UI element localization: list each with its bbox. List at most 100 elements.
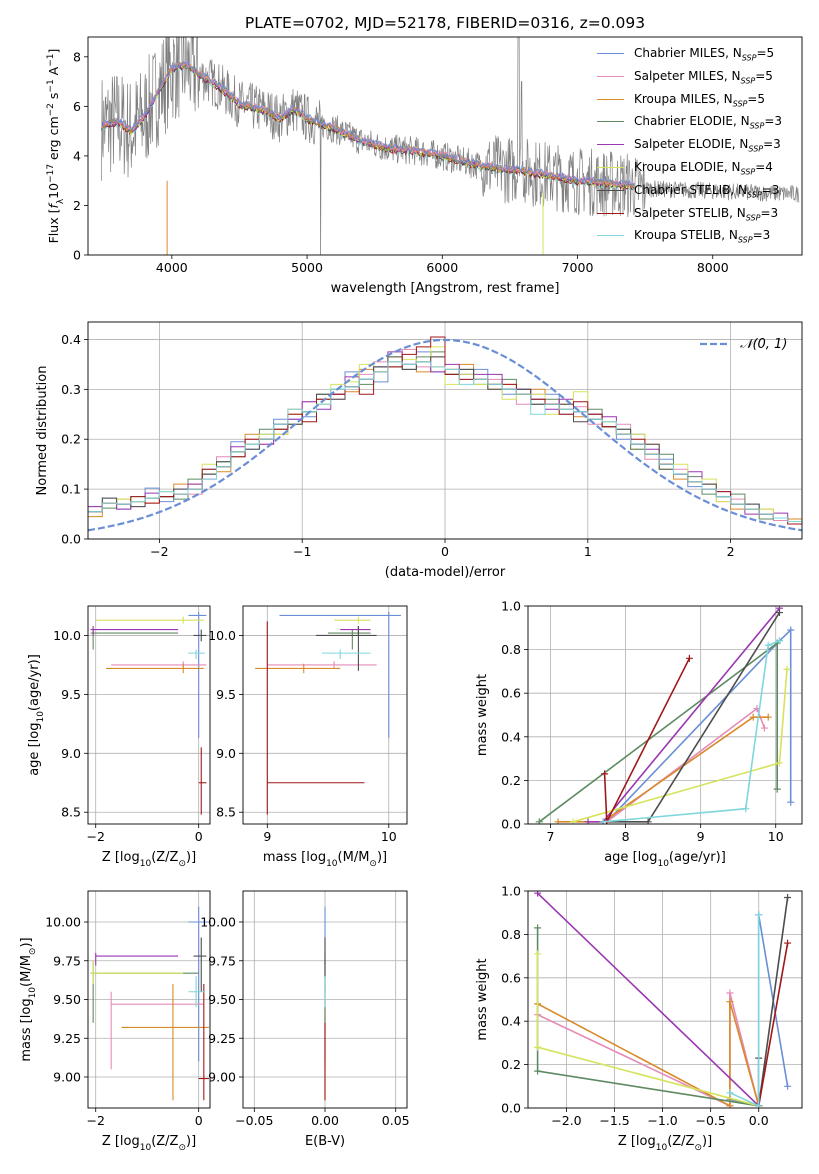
legend-label-subscript: SSP (741, 53, 757, 63)
legend-swatch (597, 167, 624, 168)
x-tick-label: 7000 (562, 260, 594, 275)
axes-frame (527, 605, 803, 825)
weight-marker (535, 818, 543, 824)
y-tick-label: 9.5 (61, 687, 81, 702)
axes-frame (87, 605, 211, 825)
x-tick-label: −1.5 (599, 1113, 629, 1128)
y-tick-label: 10.00 (45, 915, 81, 930)
weight-marker (644, 818, 652, 824)
weight-line-kroupa_miles (558, 716, 769, 823)
y-tick-label: 9.0 (216, 746, 236, 761)
x-tick-label: 8000 (697, 260, 729, 275)
legend-label-count: =3 (752, 228, 771, 243)
y-tick-label: 9.50 (53, 992, 81, 1007)
legend-label-subscript: SSP (749, 121, 765, 131)
weight-marker (599, 818, 607, 824)
y-tick-label: 0.0 (61, 532, 81, 547)
weight-marker (726, 989, 734, 997)
weight-marker (764, 641, 772, 649)
y-tick-label: 10.0 (208, 628, 236, 643)
legend-entry: Kroupa MILES, NSSP=5 (597, 92, 765, 108)
y-tick-label: 0.4 (501, 729, 521, 744)
y-tick-label: 8 (73, 49, 81, 64)
normal-distribution-curve (88, 338, 802, 532)
mass_vs_Z-panel: −2 0 9.00 9.25 9.50 9.75 10.00 Z [log10(Z/Z⊙)] m… (19, 890, 211, 1153)
x-tick-label: −1 (293, 544, 311, 559)
weight-line-chabrier_elodie (538, 641, 778, 823)
y-tick-label: 0.2 (61, 432, 81, 447)
x-tick-label: 9 (263, 829, 271, 844)
x-tick-label: 10 (768, 829, 784, 844)
legend-label: Salpeter MILES, N (634, 68, 741, 83)
legend-swatch (597, 53, 624, 54)
legend-entry: Salpeter MILES, NSSP=5 (597, 69, 773, 85)
weight-line-kroupa_stelib (603, 640, 780, 823)
legend-entry: Kroupa ELODIE, NSSP=4 (597, 160, 773, 176)
axes-frame (87, 36, 803, 256)
x-tick-label: 0 (441, 544, 449, 559)
axes-frame (87, 890, 211, 1109)
y-tick-label: 0.2 (501, 1057, 521, 1072)
weight-marker (584, 818, 592, 824)
y-axis-label: age [log10(age/yr)] (27, 654, 46, 776)
legend-label: Chabrier STELIB, N (634, 182, 747, 197)
x-tick-label: 0.00 (311, 1113, 339, 1128)
legend-label-subscript: SSP (745, 212, 761, 222)
y-tick-label: 9.75 (208, 953, 236, 968)
observed-spectrum (101, 37, 800, 255)
x-tick-label: 2 (727, 544, 735, 559)
legend-entry: Chabrier STELIB, NSSP=3 (597, 183, 779, 199)
y-tick-label: 0.6 (501, 686, 521, 701)
legend-label: Chabrier ELODIE, N (634, 114, 750, 129)
weight-marker (726, 1089, 734, 1097)
weight-marker (783, 665, 791, 673)
weight-marker (755, 1102, 763, 1108)
legend-swatch (597, 98, 624, 100)
weight-line-salpeter_stelib (757, 942, 789, 1106)
legend-entry: Salpeter ELODIE, NSSP=3 (597, 137, 781, 154)
x-tick-label: 8 (622, 829, 630, 844)
legend-entry: Chabrier MILES, NSSP=5 (597, 46, 774, 62)
legend-entry: Chabrier ELODIE, NSSP=3 (597, 114, 782, 131)
weight-marker (787, 626, 795, 634)
legend-label: Salpeter STELIB, N (634, 205, 746, 220)
y-tick-label: 2 (73, 198, 81, 213)
x-tick-label: −0.05 (235, 1113, 273, 1128)
weight-marker (726, 998, 734, 1006)
x-axis-label: Z [log10(Z/Z⊙)] (102, 1134, 196, 1153)
weight-marker (534, 891, 542, 897)
x-axis-label: E(B-V) (305, 1134, 345, 1149)
weight-marker (749, 713, 757, 721)
legend-swatch (597, 144, 624, 146)
y-tick-label: 0.6 (501, 970, 521, 985)
model-spectrum-kroupa_miles (101, 62, 635, 188)
residual-histogram-kroupa_stelib (88, 361, 802, 539)
axes-frame (87, 321, 803, 540)
mass_vs_Z-plot-area (90, 906, 210, 1101)
y-tick-label: 9.50 (208, 992, 236, 1007)
legend-entry: Salpeter STELIB, NSSP=3 (597, 206, 778, 222)
x-tick-label: 6000 (426, 260, 458, 275)
weight_vs_Z-plot-area (534, 891, 792, 1108)
legend-swatch (597, 212, 624, 214)
legend-entry: Kroupa STELIB, NSSP=3 (597, 228, 771, 245)
y-tick-label: 9.00 (208, 1070, 236, 1085)
model-spectrum-salpeter_miles (101, 59, 635, 187)
weight-marker (784, 894, 792, 902)
y-tick-label: 0.4 (61, 332, 81, 347)
legend-label-subscript: SSP (748, 144, 764, 154)
y-tick-label: 6 (73, 99, 81, 114)
weight-line-salpeter_elodie (537, 892, 760, 1107)
x-tick-label: −2 (87, 829, 105, 844)
x-tick-label: −2.0 (551, 1113, 581, 1128)
y-tick-label: 4 (73, 148, 81, 163)
x-tick-label: 10 (381, 829, 397, 844)
y-tick-label: 10.0 (53, 628, 81, 643)
y-tick-label: 9.25 (208, 1031, 236, 1046)
axes-frame (242, 605, 408, 825)
weight-line-kroupa_miles (537, 1001, 760, 1108)
weight-marker (554, 818, 562, 824)
weight_vs_age-panel: 7 8 9 10 0.0 0.2 0.4 0.6 0.8 1.0 age [log10(age/yr… (475, 599, 803, 869)
weight-marker (775, 609, 783, 617)
